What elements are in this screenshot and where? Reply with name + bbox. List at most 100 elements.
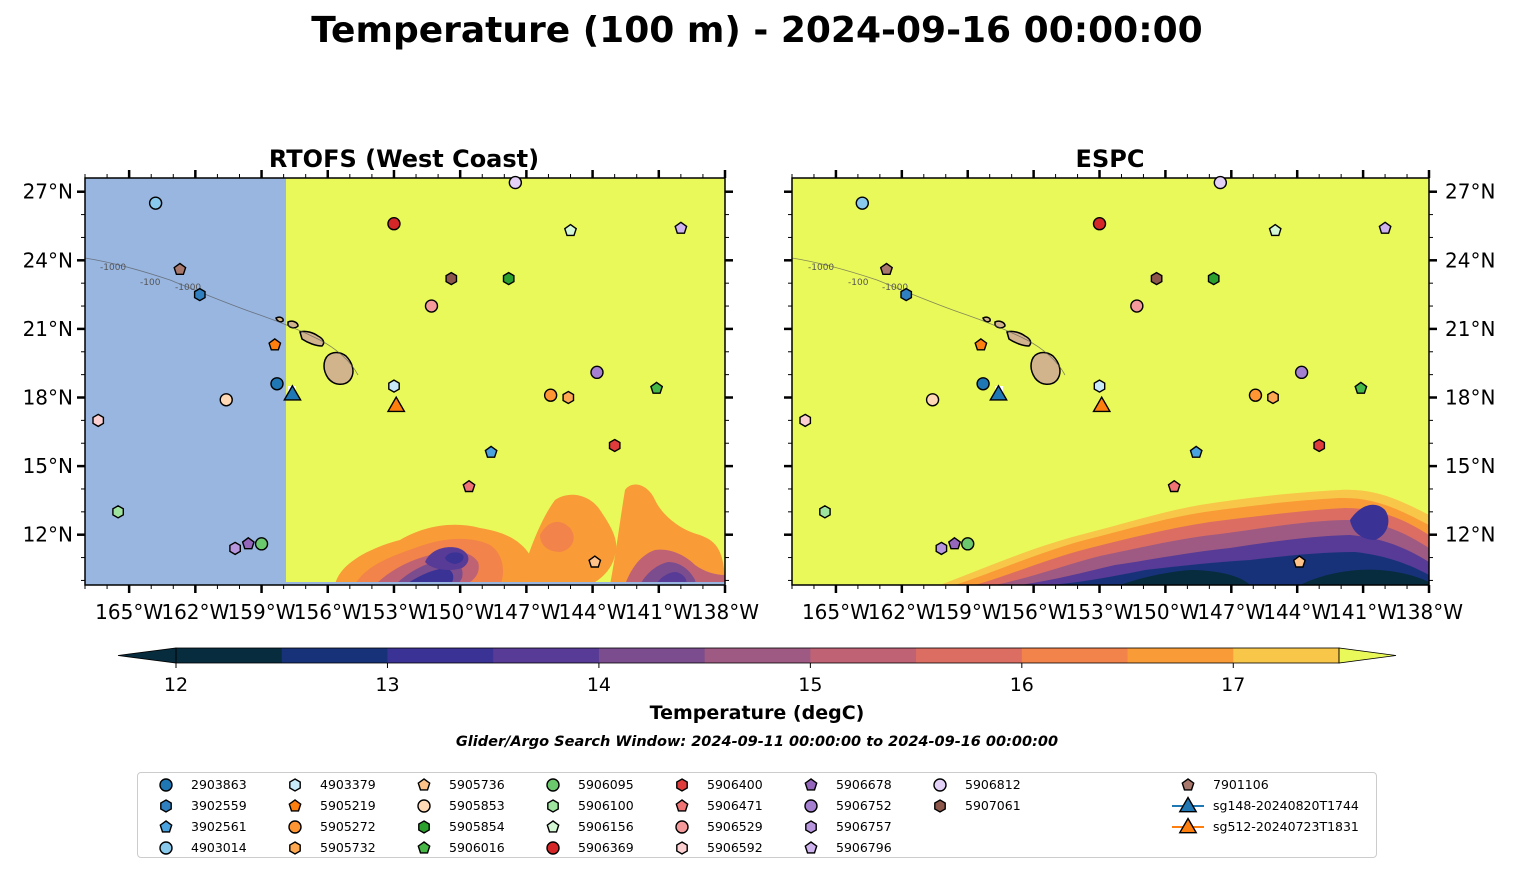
hexagon-marker-icon[interactable] [805, 820, 817, 834]
pentagon-marker-icon[interactable] [675, 799, 689, 812]
hexagon-marker-icon[interactable] [289, 841, 301, 855]
map-panel-espc[interactable] [792, 178, 1429, 585]
hexagon-marker-icon[interactable] [289, 778, 301, 792]
lon-tick-label: 141°W [625, 600, 693, 624]
pentagon-marker-icon[interactable] [1181, 778, 1195, 791]
obs-marker-5906095[interactable] [961, 537, 975, 551]
hexagon-marker-icon[interactable] [547, 799, 559, 813]
obs-marker-5905219[interactable] [974, 338, 988, 351]
lon-tick-label: 138°W [691, 600, 759, 624]
obs-marker-5906529[interactable] [424, 299, 439, 313]
obs-marker-sg148-20240820T1744[interactable] [989, 384, 1008, 401]
obs-marker-5906016[interactable] [650, 381, 664, 394]
obs-marker-7901106[interactable] [173, 262, 187, 275]
hexagon-marker-icon[interactable] [676, 841, 688, 855]
hexagon-marker-icon[interactable] [934, 799, 946, 813]
circle-marker-icon[interactable] [417, 799, 431, 813]
obs-marker-4903014[interactable] [148, 196, 163, 210]
pentagon-marker-icon[interactable] [417, 778, 431, 791]
obs-marker-5906812[interactable] [1213, 175, 1228, 190]
circle-marker-icon[interactable] [675, 820, 689, 834]
map-panel-rtofs[interactable] [85, 178, 725, 585]
obs-marker-5905732[interactable] [562, 390, 575, 405]
obs-marker-4903379[interactable] [388, 379, 400, 393]
obs-marker-5906796[interactable] [1378, 221, 1392, 234]
colorbar-segment [1233, 648, 1340, 663]
obs-marker-5906796[interactable] [674, 221, 688, 234]
obs-marker-5906400[interactable] [608, 438, 621, 453]
obs-marker-5905854[interactable] [1207, 271, 1220, 286]
pentagon-marker-icon[interactable] [159, 820, 173, 833]
obs-marker-4903014[interactable] [855, 196, 869, 210]
triangle-marker-icon [1172, 796, 1204, 813]
obs-marker-5906529[interactable] [1130, 299, 1144, 313]
triangle-marker-icon[interactable] [1178, 796, 1198, 813]
obs-marker-3902561[interactable] [484, 445, 498, 458]
obs-marker-5906156[interactable] [1268, 223, 1282, 237]
obs-marker-5905732[interactable] [1267, 390, 1279, 405]
obs-marker-5906471[interactable] [1167, 479, 1181, 493]
obs-marker-5906757[interactable] [935, 541, 948, 556]
obs-marker-5906400[interactable] [1313, 438, 1326, 453]
obs-marker-5906752[interactable] [1294, 365, 1309, 380]
obs-marker-5905853[interactable] [925, 393, 940, 407]
hexagon-marker-icon[interactable] [160, 799, 172, 813]
circle-marker-icon[interactable] [159, 778, 173, 792]
obs-marker-3902561[interactable] [1189, 445, 1203, 458]
obs-marker-5907061[interactable] [1150, 271, 1163, 286]
obs-marker-sg512-20240723T1831[interactable] [386, 395, 406, 413]
obs-marker-5906156[interactable] [563, 223, 578, 237]
obs-marker-5905219[interactable] [268, 338, 282, 351]
obs-marker-5906100[interactable] [819, 504, 831, 519]
obs-marker-5906678[interactable] [241, 536, 255, 550]
obs-marker-5906752[interactable] [590, 365, 604, 380]
hexagon-marker-icon[interactable] [676, 778, 688, 792]
obs-marker-5906100[interactable] [112, 504, 125, 519]
obs-marker-2903863[interactable] [976, 377, 990, 391]
pentagon-marker-icon[interactable] [546, 820, 560, 833]
pentagon-marker-icon[interactable] [417, 841, 431, 854]
obs-marker-3902559[interactable] [900, 287, 913, 302]
circle-marker-icon [159, 841, 173, 855]
obs-marker-sg148-20240820T1744[interactable] [283, 384, 302, 401]
circle-marker-icon[interactable] [546, 841, 560, 855]
obs-marker-5905272[interactable] [1248, 388, 1263, 402]
circle-marker-icon[interactable] [804, 799, 818, 813]
hexagon-marker-icon[interactable] [418, 820, 430, 834]
circle-marker-icon[interactable] [933, 778, 947, 792]
obs-marker-5905736[interactable] [1292, 555, 1306, 568]
pentagon-marker-icon[interactable] [804, 778, 818, 791]
obs-marker-5906369[interactable] [387, 217, 401, 231]
lon-tick-label: 165°W [802, 600, 870, 624]
obs-marker-5906471[interactable] [462, 479, 476, 493]
legend-label: 5906796 [836, 840, 892, 855]
obs-marker-5906592[interactable] [799, 413, 812, 428]
pentagon-marker-icon[interactable] [288, 799, 302, 812]
lon-tick-label: 150°W [426, 600, 494, 624]
obs-marker-2903863[interactable] [270, 377, 284, 391]
triangle-marker-icon[interactable] [1178, 817, 1198, 834]
circle-marker-icon[interactable] [546, 778, 560, 792]
obs-marker-5905854[interactable] [502, 271, 515, 286]
obs-marker-4903379[interactable] [1093, 379, 1106, 393]
obs-marker-5906678[interactable] [947, 536, 962, 550]
hexagon-marker-icon [547, 799, 559, 813]
obs-marker-7901106[interactable] [879, 262, 894, 275]
obs-marker-5905736[interactable] [588, 555, 602, 568]
obs-marker-5906016[interactable] [1354, 381, 1368, 394]
obs-marker-5907061[interactable] [445, 271, 458, 286]
obs-marker-5906812[interactable] [508, 175, 523, 190]
colorbar-segment [176, 648, 283, 663]
obs-marker-5906095[interactable] [254, 537, 269, 551]
circle-marker-icon[interactable] [288, 820, 302, 834]
obs-marker-5905272[interactable] [543, 388, 558, 402]
pentagon-marker-icon[interactable] [804, 841, 818, 854]
obs-marker-5906757[interactable] [229, 541, 242, 556]
lon-tick-label: 147°W [1197, 600, 1265, 624]
obs-marker-sg512-20240723T1831[interactable] [1092, 395, 1112, 413]
obs-marker-3902559[interactable] [193, 287, 206, 302]
circle-marker-icon[interactable] [159, 841, 173, 855]
obs-marker-5906369[interactable] [1092, 217, 1107, 231]
obs-marker-5906592[interactable] [92, 413, 105, 428]
obs-marker-5905853[interactable] [219, 393, 233, 407]
